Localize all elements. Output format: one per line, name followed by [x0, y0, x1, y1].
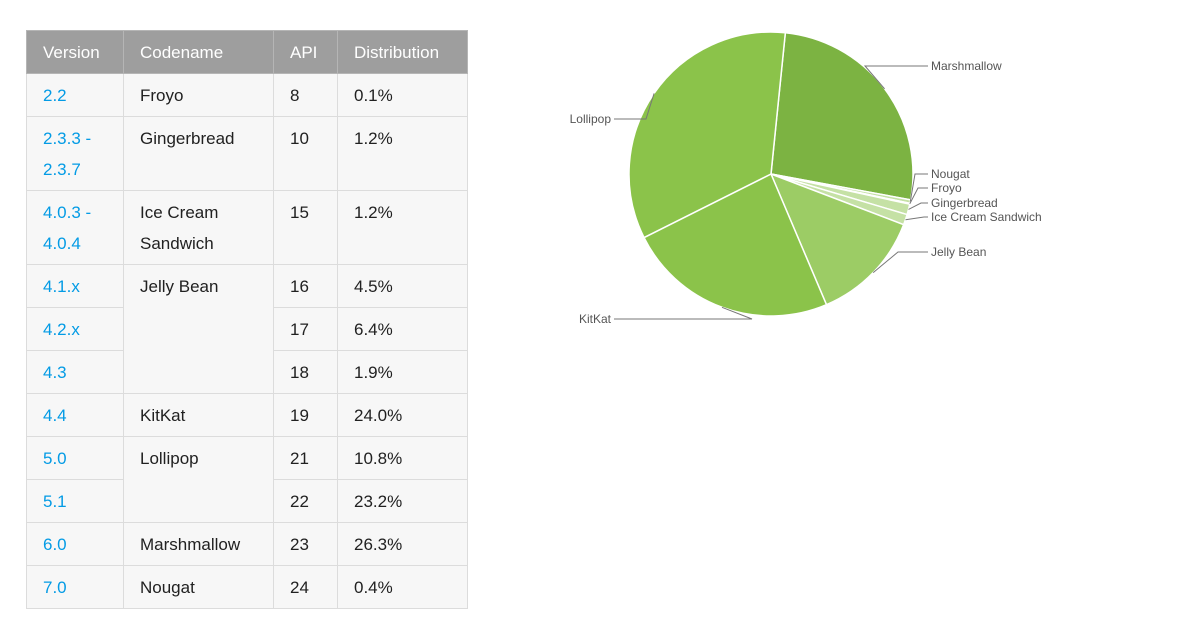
- version-link[interactable]: 4.3: [43, 363, 67, 382]
- version-link[interactable]: 6.0: [43, 535, 67, 554]
- distribution-cell: 0.1%: [337, 73, 468, 117]
- table-row: 4.2.x 17 6.4%: [26, 307, 468, 351]
- leader-line: [909, 187, 928, 205]
- leader-line: [614, 93, 655, 120]
- table-header-row: Version Codename API Distribution: [26, 30, 468, 74]
- api-cell: 21: [273, 436, 338, 480]
- api-cell: 24: [273, 565, 338, 609]
- api-cell: 8: [273, 73, 338, 117]
- codename-cell: Ice Cream Sandwich: [123, 190, 274, 265]
- codename-cell: Gingerbread: [123, 116, 274, 191]
- leader-line: [863, 65, 928, 90]
- distribution-cell: 23.2%: [337, 479, 468, 523]
- version-cell: 4.4: [26, 393, 124, 437]
- api-cell: 17: [273, 307, 338, 351]
- slice-label: Lollipop: [570, 112, 612, 126]
- version-cell: 4.1.x: [26, 264, 124, 308]
- codename-cell: Lollipop: [123, 436, 274, 523]
- pie-leader-lines: [614, 65, 928, 320]
- distribution-cell: 1.2%: [337, 190, 468, 265]
- distribution-cell: 26.3%: [337, 522, 468, 566]
- slice-label: Marshmallow: [931, 59, 1002, 73]
- codename-cell: Nougat: [123, 565, 274, 609]
- distribution-table: Version Codename API Distribution 2.2 Fr…: [26, 30, 468, 609]
- header-distribution: Distribution: [337, 30, 468, 74]
- leader-line: [905, 216, 928, 221]
- distribution-cell: 4.5%: [337, 264, 468, 308]
- slice-label: Jelly Bean: [931, 245, 986, 259]
- table-row: 4.3 18 1.9%: [26, 350, 468, 394]
- codename-cell: Jelly Bean: [123, 264, 274, 394]
- api-cell: 19: [273, 393, 338, 437]
- version-link[interactable]: 4.1.x: [43, 277, 80, 296]
- version-cell: 5.1: [26, 479, 124, 523]
- leader-line: [872, 251, 928, 273]
- version-link[interactable]: 7.0: [43, 578, 67, 597]
- version-link[interactable]: 4.2.x: [43, 320, 80, 339]
- pie-slices: [628, 31, 914, 317]
- version-cell: 7.0: [26, 565, 124, 609]
- pie-slice: [643, 172, 828, 317]
- version-link[interactable]: 2.3.3 - 2.3.7: [43, 129, 92, 179]
- version-cell: 4.3: [26, 350, 124, 394]
- distribution-cell: 0.4%: [337, 565, 468, 609]
- codename-cell: KitKat: [123, 393, 274, 437]
- codename-cell: Froyo: [123, 73, 274, 117]
- header-version: Version: [26, 30, 124, 74]
- slice-label: Froyo: [931, 181, 962, 195]
- api-cell: 15: [273, 190, 338, 265]
- leader-line: [614, 306, 753, 320]
- version-link[interactable]: 4.4: [43, 406, 67, 425]
- slice-label: Nougat: [931, 167, 970, 181]
- version-cell: 2.2: [26, 73, 124, 117]
- api-cell: 23: [273, 522, 338, 566]
- leader-line: [909, 173, 928, 202]
- table-row: 4.1.x Jelly Bean 16 4.5%: [26, 264, 468, 394]
- slice-label: KitKat: [579, 312, 612, 326]
- pie-slice: [770, 31, 914, 201]
- version-link[interactable]: 5.1: [43, 492, 67, 511]
- version-link[interactable]: 2.2: [43, 86, 67, 105]
- table-row: 7.0 Nougat 24 0.4%: [26, 565, 468, 609]
- table-row: 2.2 Froyo 8 0.1%: [26, 73, 468, 117]
- version-cell: 4.0.3 - 4.0.4: [26, 190, 124, 265]
- table-row: 4.0.3 - 4.0.4 Ice Cream Sandwich 15 1.2%: [26, 190, 468, 265]
- version-cell: 6.0: [26, 522, 124, 566]
- distribution-cell: 24.0%: [337, 393, 468, 437]
- api-cell: 10: [273, 116, 338, 191]
- version-link[interactable]: 4.0.3 - 4.0.4: [43, 203, 92, 253]
- leader-line: [908, 202, 928, 210]
- pie-slice: [628, 31, 787, 239]
- table-row: 5.1 22 23.2%: [26, 479, 468, 523]
- distribution-cell: 6.4%: [337, 307, 468, 351]
- table-row: 6.0 Marshmallow 23 26.3%: [26, 522, 468, 566]
- codename-cell: Marshmallow: [123, 522, 274, 566]
- api-cell: 18: [273, 350, 338, 394]
- version-link[interactable]: 5.0: [43, 449, 67, 468]
- table-row: 4.4 KitKat 19 24.0%: [26, 393, 468, 437]
- slice-label: Ice Cream Sandwich: [931, 210, 1042, 224]
- slice-label: Gingerbread: [931, 196, 998, 210]
